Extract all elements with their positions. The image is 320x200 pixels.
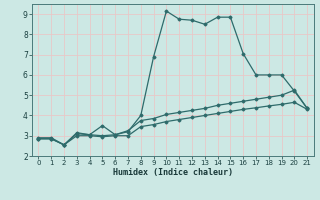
X-axis label: Humidex (Indice chaleur): Humidex (Indice chaleur) (113, 168, 233, 177)
